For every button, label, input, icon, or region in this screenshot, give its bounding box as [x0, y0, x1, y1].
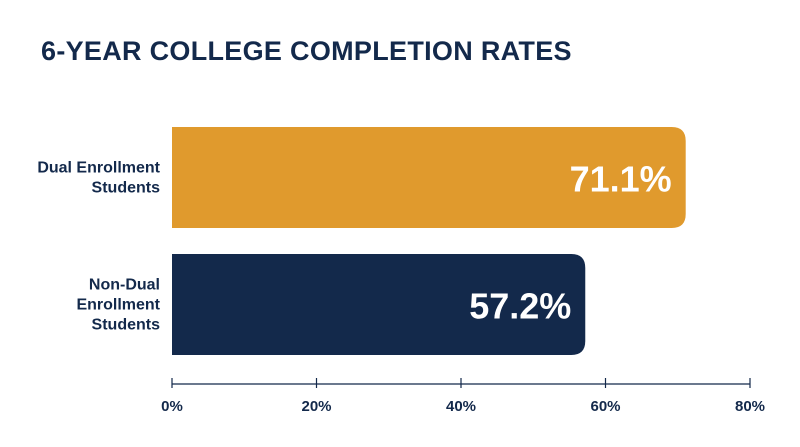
category-label-0-line-0: Dual Enrollment: [37, 160, 160, 177]
x-tick-label-2: 40%: [446, 398, 476, 415]
bar-1: [172, 254, 586, 355]
x-axis: 0% 20% 40% 60% 80%: [161, 378, 765, 415]
bar-value-label-1: 57.2%: [469, 286, 571, 327]
bar-0: [172, 127, 686, 228]
x-tick-label-4: 80%: [735, 398, 765, 415]
category-label-0-line-1: Students: [92, 180, 161, 197]
bars-group: [172, 127, 686, 355]
x-tick-label-0: 0%: [161, 398, 183, 415]
x-tick-label-1: 20%: [301, 398, 331, 415]
category-label-1-line-0: Non-Dual: [89, 277, 160, 294]
chart-title: 6-YEAR COLLEGE COMPLETION RATES: [41, 36, 572, 66]
category-label-1-line-1: Enrollment: [76, 297, 160, 314]
bar-value-label-0: 71.1%: [570, 159, 672, 200]
x-tick-label-3: 60%: [590, 398, 620, 415]
category-labels-group: Dual Enrollment Students Non-Dual Enrollmen…: [37, 160, 160, 334]
value-labels-group: 71.1% 57.2%: [469, 159, 672, 327]
category-label-1-line-2: Students: [92, 317, 161, 334]
